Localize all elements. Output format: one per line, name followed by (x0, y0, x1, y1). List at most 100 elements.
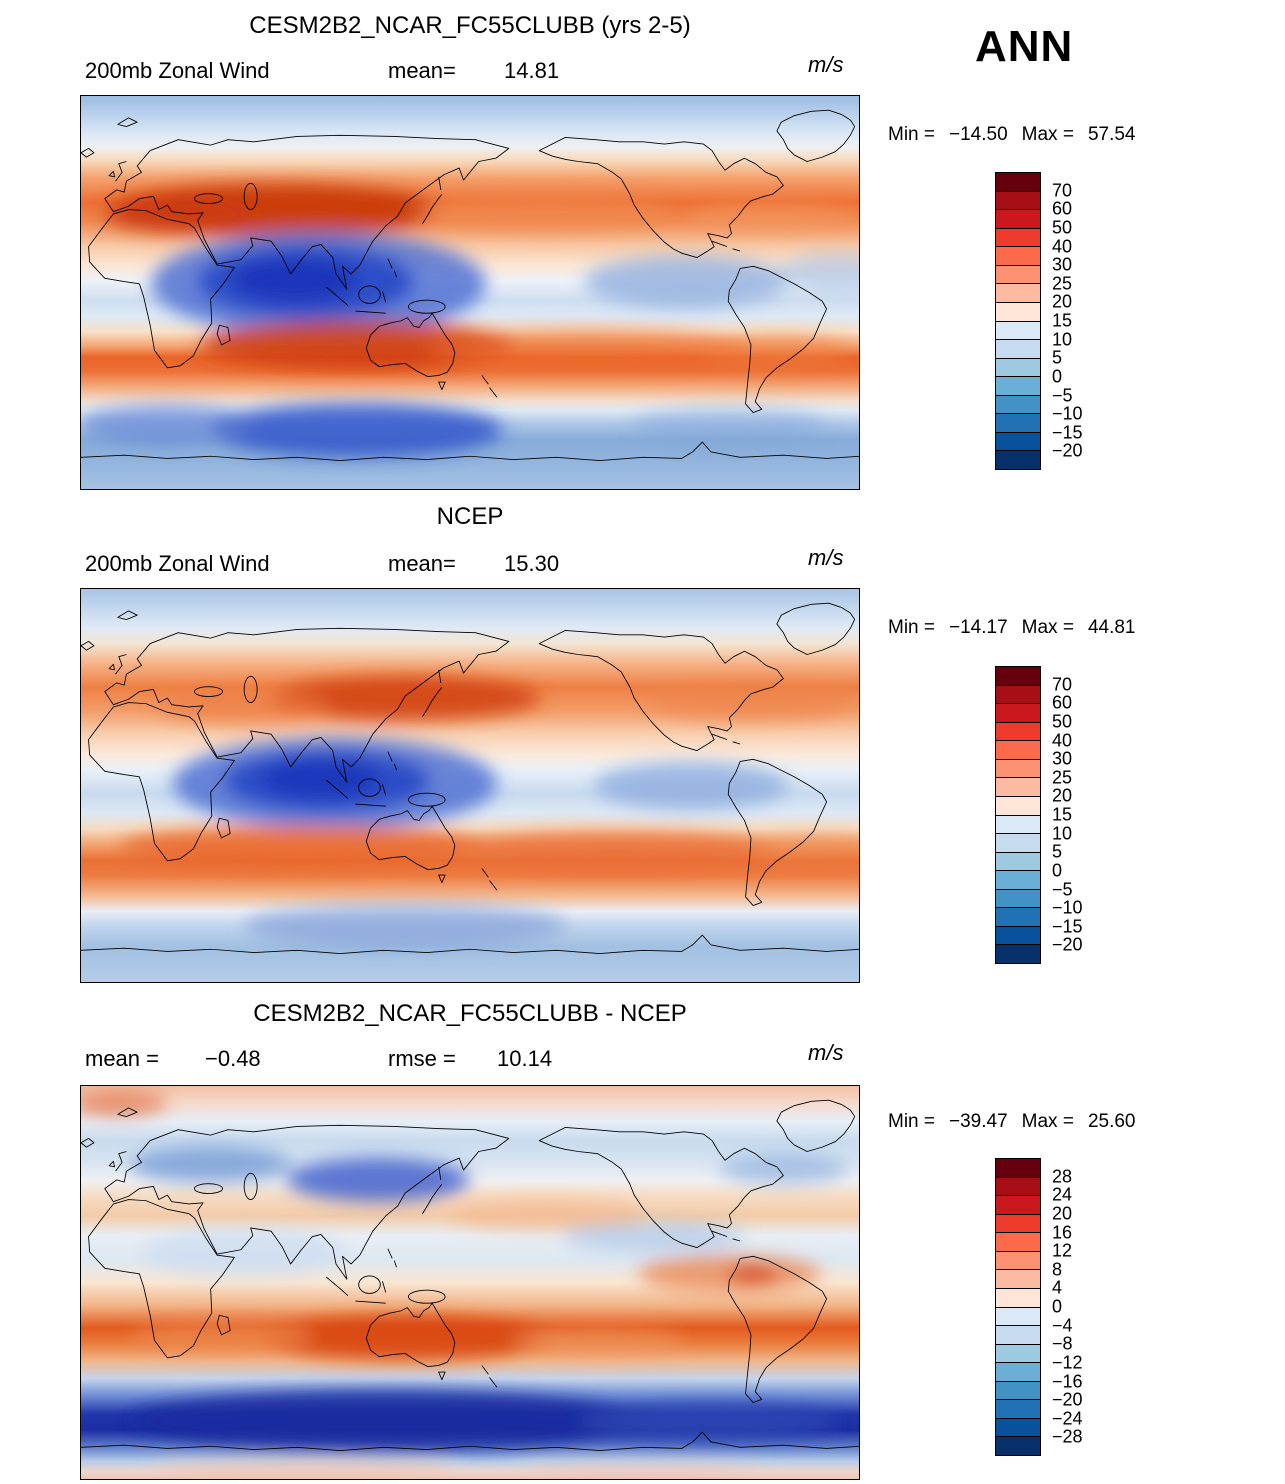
colorbar-tick-label: 30 (1052, 748, 1073, 769)
max-label: Max = (1021, 617, 1074, 638)
colorbar-tick-label: 60 (1052, 198, 1073, 219)
colorbar-tick-label: −28 (1052, 1426, 1083, 1447)
colorbar-tick-label: 60 (1052, 692, 1073, 713)
colorbar-tick-label: −8 (1052, 1333, 1073, 1354)
colorbar-labels: 70 60 50 40 30 25 20 15 10 5 0 −5 −10 −15 −20 (1052, 666, 1122, 964)
season-label: ANN (975, 22, 1074, 71)
colorbar-tick-label: 70 (1052, 674, 1073, 695)
colorbar-tick-label: −10 (1052, 403, 1083, 424)
zonal-wind-map-model (80, 95, 860, 490)
colorbar-segment (996, 228, 1040, 248)
colorbar-tick-label: −10 (1052, 897, 1083, 918)
colorbar-segment (996, 1344, 1040, 1364)
colorbar-tick-label: 25 (1052, 767, 1073, 788)
colorbar-segment (996, 685, 1040, 705)
colorbar-segment (996, 432, 1040, 452)
colorbar-segment (996, 1381, 1040, 1401)
colorbar-tick-label: 40 (1052, 730, 1073, 750)
units-label: m/s (808, 52, 844, 77)
colorbar-segment (996, 908, 1040, 927)
colorbar-segment (996, 1307, 1040, 1327)
ncep-map-svg (81, 589, 859, 982)
max-value: 25.60 (1087, 1111, 1136, 1132)
min-value: −14.50 (949, 124, 1008, 145)
colorbar-tick-label: −20 (1052, 934, 1083, 955)
zonal-wind-map-ncep (80, 588, 860, 983)
minmax-row: Min = −14.17 Max = 44.81 (888, 617, 1135, 639)
colorbar-segment (996, 1400, 1040, 1419)
colorbar-segment (996, 1437, 1040, 1455)
panel-title: NCEP (436, 503, 504, 530)
mean-label: mean= (388, 58, 456, 83)
colorbar-tick-label: −20 (1052, 1389, 1083, 1410)
colorbar-segment (996, 1288, 1040, 1308)
units-label: m/s (808, 1040, 844, 1065)
colorbar-segment (996, 1363, 1040, 1382)
colorbar-segment (996, 815, 1040, 835)
colorbar-tick-label: −5 (1052, 879, 1073, 899)
colorbar-labels: 28 24 20 16 12 8 4 0 −4 −8 −12 −16 −20 −24 −28 (1052, 1158, 1122, 1456)
colorbar-segment (996, 852, 1040, 872)
colorbar-segment (996, 284, 1040, 303)
colorbar-tick-label: 12 (1052, 1240, 1073, 1261)
colorbar-segment (996, 395, 1040, 415)
colorbar-tick-label: 70 (1052, 180, 1073, 201)
colorbar-tick-label: 10 (1052, 329, 1073, 350)
min-label: Min = (888, 124, 935, 145)
field-label: 200mb Zonal Wind (85, 58, 270, 83)
minmax-row: Min = −39.47 Max = 25.60 (888, 1111, 1135, 1133)
colorbar-segment (996, 340, 1040, 359)
colorbar-tick-label: −20 (1052, 440, 1083, 461)
colorbar-segment (996, 1177, 1040, 1197)
colorbar-segment (996, 414, 1040, 433)
colorbar-segment (996, 1418, 1040, 1438)
mean-value: 14.81 (504, 58, 560, 83)
coastlines (81, 602, 859, 955)
colorbar-tick-label: 20 (1052, 291, 1073, 312)
panel-title: CESM2B2_NCAR_FC55CLUBB - NCEP (253, 1000, 687, 1027)
model-map-svg (81, 96, 859, 489)
colorbar-segment (996, 377, 1040, 396)
colorbar-segment (996, 1326, 1040, 1345)
panel-title: CESM2B2_NCAR_FC55CLUBB (yrs 2-5) (249, 12, 691, 39)
colorbar-tick-label: 4 (1052, 1277, 1063, 1298)
colorbar-segment (996, 1233, 1040, 1252)
rmse-value: 10.14 (497, 1046, 553, 1071)
max-value: 44.81 (1087, 617, 1136, 638)
colorbar-labels: 70 60 50 40 30 25 20 15 10 5 0 −5 −10 −15 −20 (1052, 172, 1122, 470)
colorbar-tick-label: 20 (1052, 785, 1073, 806)
coastlines (81, 1099, 859, 1452)
colorbar-segment (996, 1159, 1040, 1178)
colorbar-segment (996, 1214, 1040, 1234)
colorbar-segment (996, 1196, 1040, 1215)
colorbar-tick-label: 8 (1052, 1259, 1063, 1280)
colorbar-segment (996, 265, 1040, 285)
min-label: Min = (888, 617, 935, 638)
colorbar-segment (996, 741, 1040, 760)
colorbar-tick-label: −12 (1052, 1352, 1083, 1373)
colorbar-tick-label: −16 (1052, 1371, 1083, 1391)
colorbar-segment (996, 173, 1040, 192)
colorbar-segment (996, 321, 1040, 341)
colorbar-segment (996, 871, 1040, 890)
colorbar-segment (996, 358, 1040, 378)
colorbar-tick-label: 40 (1052, 236, 1073, 256)
colorbar-tick-label: −4 (1052, 1315, 1073, 1336)
colorbar-tick-label: 50 (1052, 711, 1073, 732)
colorbar-tick-label: 5 (1052, 841, 1063, 862)
colorbar-tick-label: 5 (1052, 347, 1063, 368)
colorbar-segment (996, 302, 1040, 322)
mean-value: −0.48 (205, 1046, 261, 1071)
minmax-row: Min = −14.50 Max = 57.54 (888, 124, 1135, 146)
colorbar-tick-label: 50 (1052, 217, 1073, 238)
min-value: −14.17 (949, 617, 1008, 638)
colorbar-segment (996, 1251, 1040, 1271)
colorbar-segment (996, 778, 1040, 797)
coastlines (81, 109, 859, 462)
colorbar-segment (996, 704, 1040, 723)
colorbar-segment (996, 759, 1040, 779)
max-label: Max = (1021, 1111, 1074, 1132)
colorbar-tick-label: 15 (1052, 310, 1073, 331)
colorbar-tick-label: −15 (1052, 422, 1083, 443)
colorbar-segment (996, 722, 1040, 742)
